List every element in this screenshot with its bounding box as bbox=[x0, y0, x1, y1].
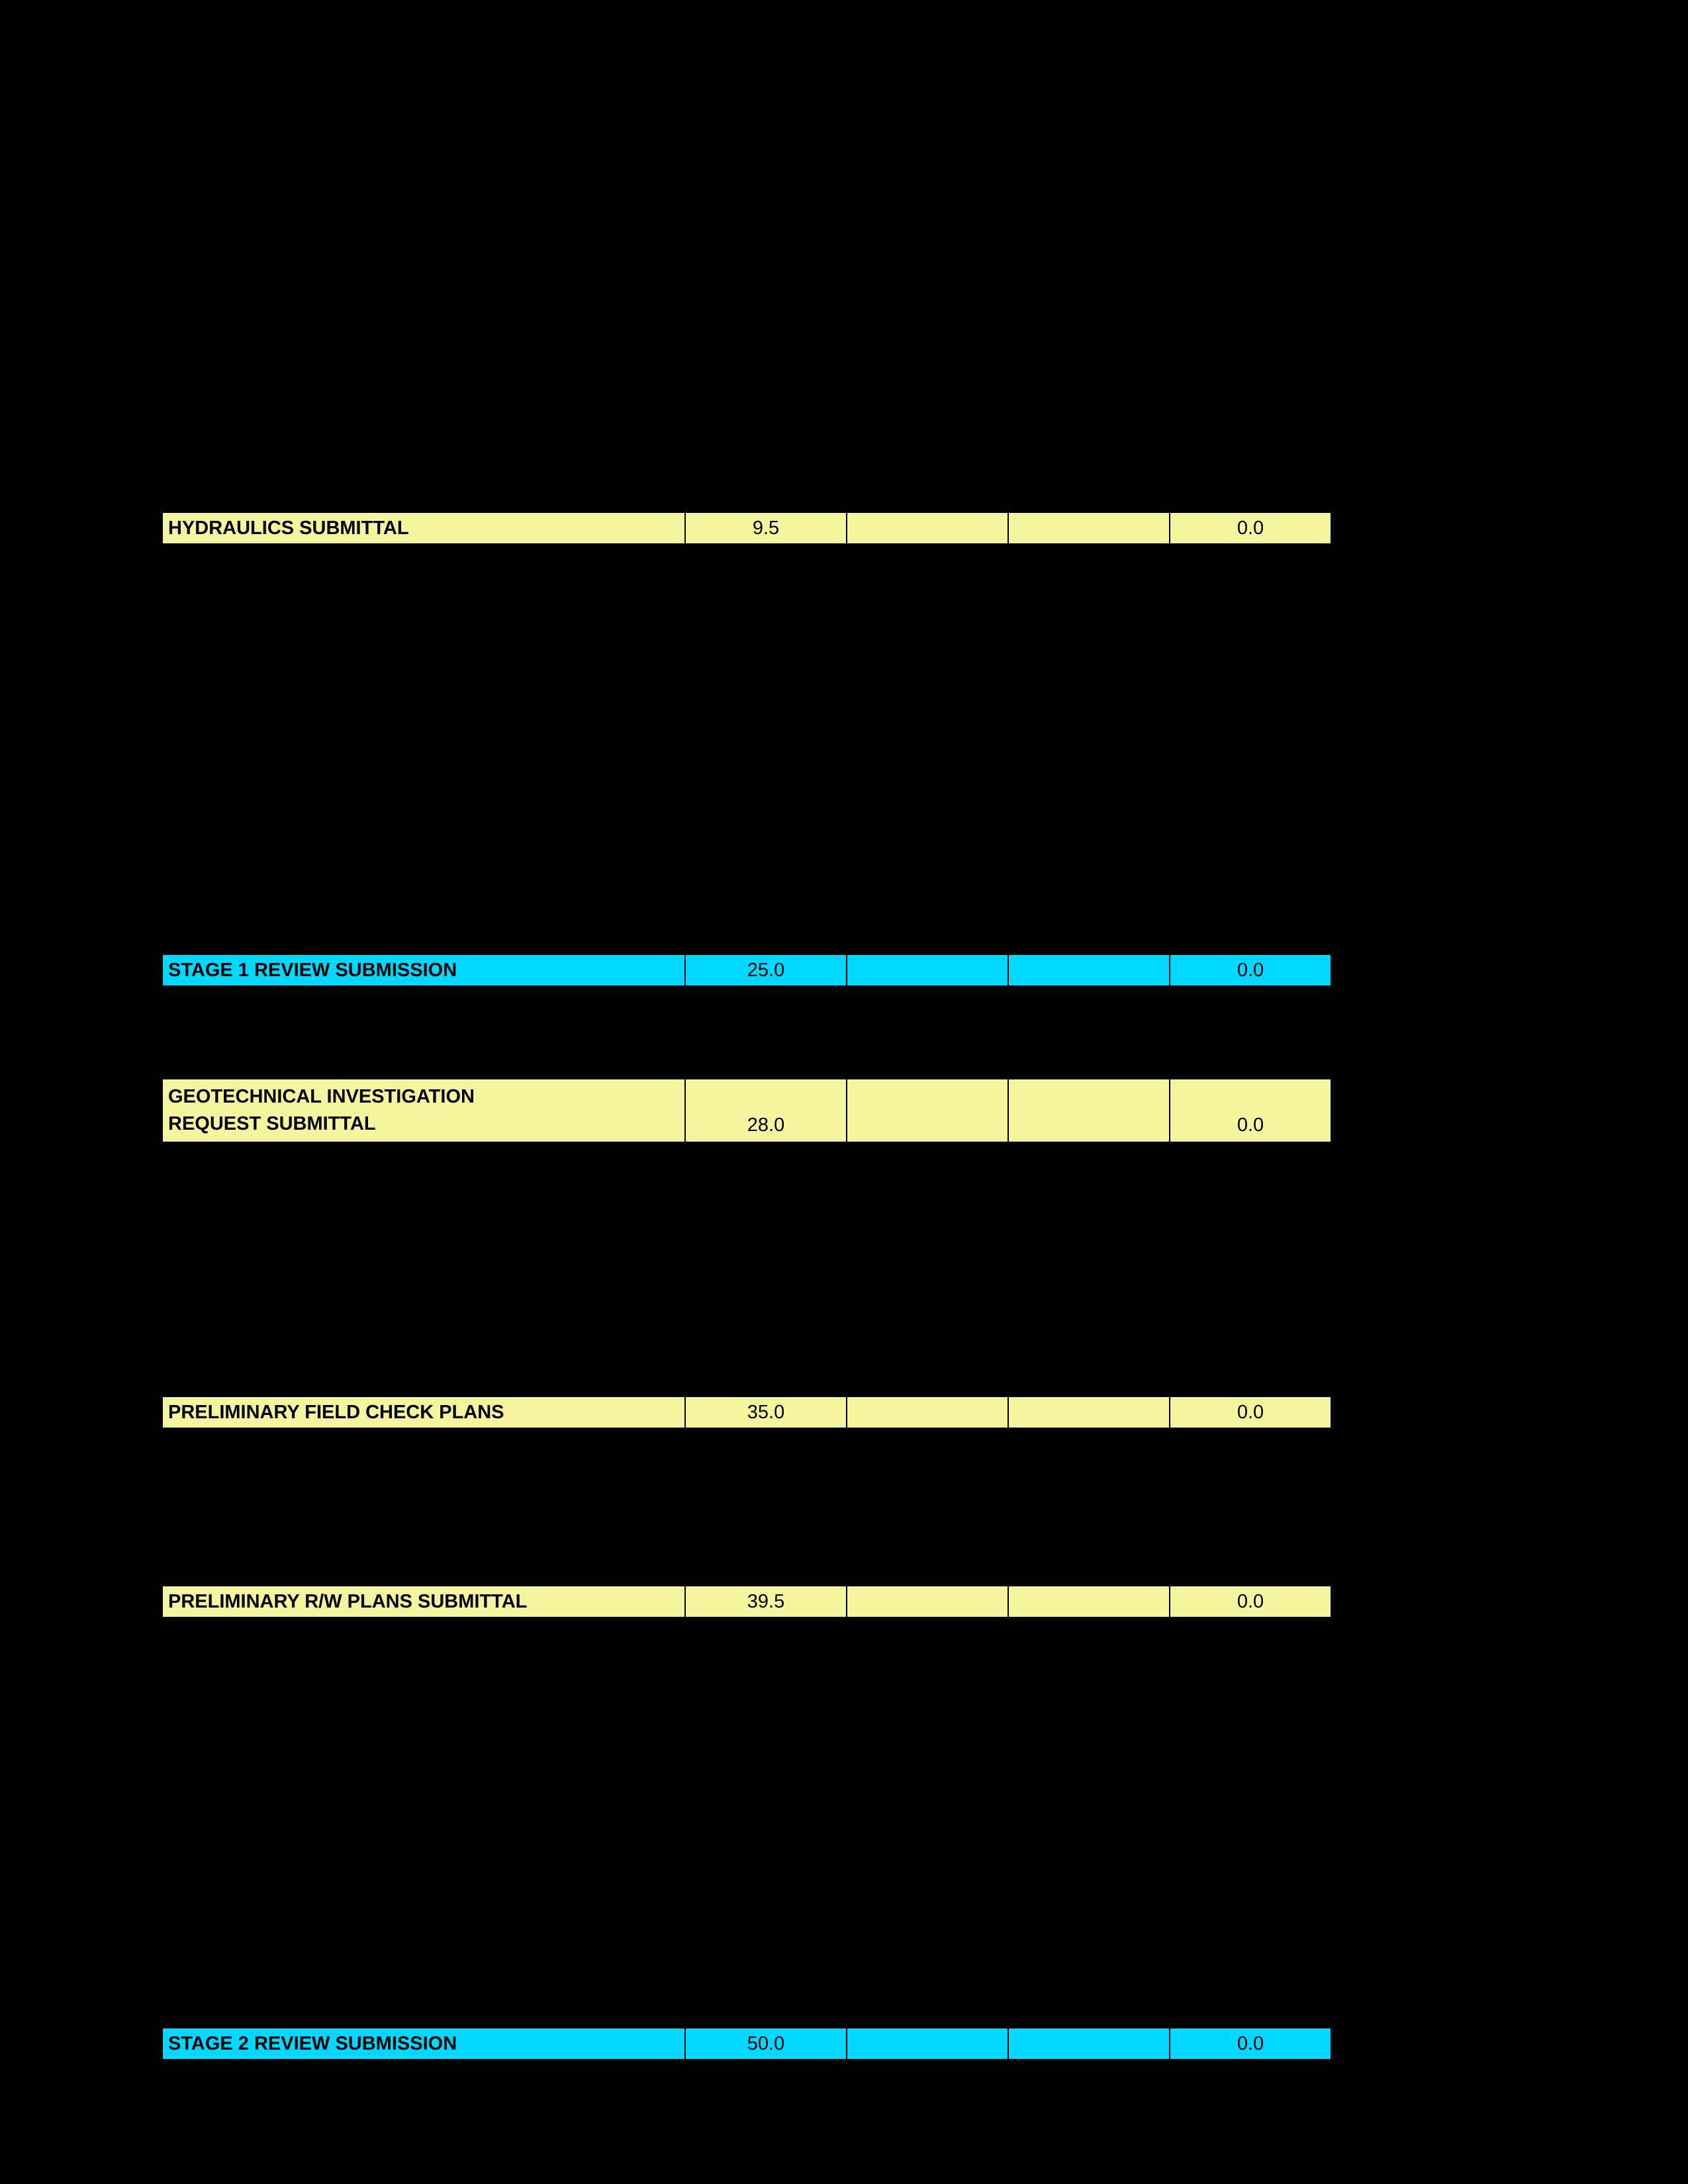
row-value-1: 50.0 bbox=[685, 2028, 847, 2060]
row-value-3 bbox=[1008, 954, 1170, 986]
row-value-2 bbox=[847, 2028, 1008, 2060]
row-value-3 bbox=[1008, 1396, 1170, 1428]
row-value-1: 9.5 bbox=[685, 512, 847, 544]
row-value-4: 0.0 bbox=[1170, 1586, 1331, 1617]
row-value-2 bbox=[847, 1079, 1008, 1142]
row-value-4: 0.0 bbox=[1170, 2028, 1331, 2060]
row-value-1: 25.0 bbox=[685, 954, 847, 986]
table-row: PRELIMINARY FIELD CHECK PLANS35.0 0.0 bbox=[162, 1396, 1331, 1428]
row-value-3 bbox=[1008, 1079, 1170, 1142]
row-value-4: 0.0 bbox=[1170, 1079, 1331, 1142]
row-label: STAGE 2 REVIEW SUBMISSION bbox=[162, 2028, 685, 2060]
table-row: HYDRAULICS SUBMITTAL9.5 0.0 bbox=[162, 512, 1331, 544]
row-label: PRELIMINARY R/W PLANS SUBMITTAL bbox=[162, 1586, 685, 1617]
row-value-3 bbox=[1008, 2028, 1170, 2060]
row-value-4: 0.0 bbox=[1170, 512, 1331, 544]
table-row: STAGE 1 REVIEW SUBMISSION25.0 0.0 bbox=[162, 954, 1331, 986]
row-value-4: 0.0 bbox=[1170, 954, 1331, 986]
row-value-2 bbox=[847, 1396, 1008, 1428]
row-value-3 bbox=[1008, 1586, 1170, 1617]
row-label: GEOTECHNICAL INVESTIGATIONREQUEST SUBMIT… bbox=[162, 1079, 685, 1142]
row-value-2 bbox=[847, 954, 1008, 986]
row-label-line1: GEOTECHNICAL INVESTIGATION bbox=[168, 1083, 475, 1111]
table-row: GEOTECHNICAL INVESTIGATIONREQUEST SUBMIT… bbox=[162, 1079, 1331, 1142]
row-label: PRELIMINARY FIELD CHECK PLANS bbox=[162, 1396, 685, 1428]
table-row: STAGE 2 REVIEW SUBMISSION50.0 0.0 bbox=[162, 2028, 1331, 2060]
row-value-4: 0.0 bbox=[1170, 1396, 1331, 1428]
row-label-line2: REQUEST SUBMITTAL bbox=[168, 1111, 376, 1138]
row-value-3 bbox=[1008, 512, 1170, 544]
table-row: PRELIMINARY R/W PLANS SUBMITTAL39.5 0.0 bbox=[162, 1586, 1331, 1617]
row-value-1: 35.0 bbox=[685, 1396, 847, 1428]
row-label: HYDRAULICS SUBMITTAL bbox=[162, 512, 685, 544]
row-value-1: 28.0 bbox=[685, 1079, 847, 1142]
row-value-1: 39.5 bbox=[685, 1586, 847, 1617]
row-label: STAGE 1 REVIEW SUBMISSION bbox=[162, 954, 685, 986]
row-value-2 bbox=[847, 1586, 1008, 1617]
row-value-2 bbox=[847, 512, 1008, 544]
